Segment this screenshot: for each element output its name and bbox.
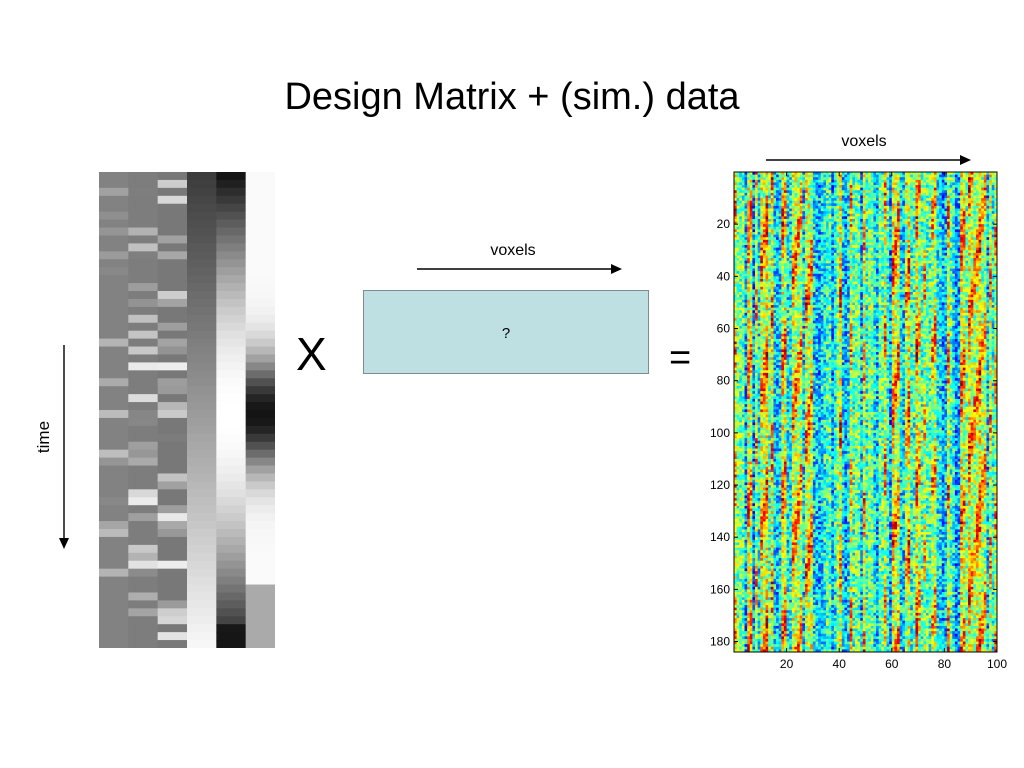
y-tick-label: 180 [710,635,730,649]
design-matrix-image [99,172,275,648]
y-tick-label: 80 [717,374,731,388]
x-tick-label: 80 [938,657,952,671]
parameters-voxels-label: voxels [490,242,536,259]
simulated-data-heatmap: 20 40 60 80 100 120 140 160 180 20 40 60 80 100 [710,171,1007,671]
unknown-parameters-label: ? [501,325,511,342]
right-arrow-icon [766,155,971,165]
parameter-matrix-box: ? [363,290,649,374]
right-arrow-icon [417,264,622,274]
slide-title: Design Matrix + (sim.) data [284,76,740,118]
y-tick-label: 100 [710,426,730,440]
multiply-operator: X [296,328,327,380]
y-tick-label: 20 [717,217,731,231]
x-tick-label: 20 [780,657,794,671]
y-tick-label: 60 [717,322,731,336]
x-tick-label: 100 [987,657,1007,671]
equals-operator: = [669,337,692,379]
x-tick-label: 40 [833,657,847,671]
time-axis-label: time [34,420,53,454]
x-tick-label: 60 [885,657,899,671]
y-tick-label: 120 [710,478,730,492]
y-tick-label: 160 [710,582,730,596]
y-tick-label: 140 [710,530,730,544]
time-arrow-icon [59,345,69,549]
y-tick-label: 40 [717,269,731,283]
data-voxels-label: voxels [841,133,887,150]
